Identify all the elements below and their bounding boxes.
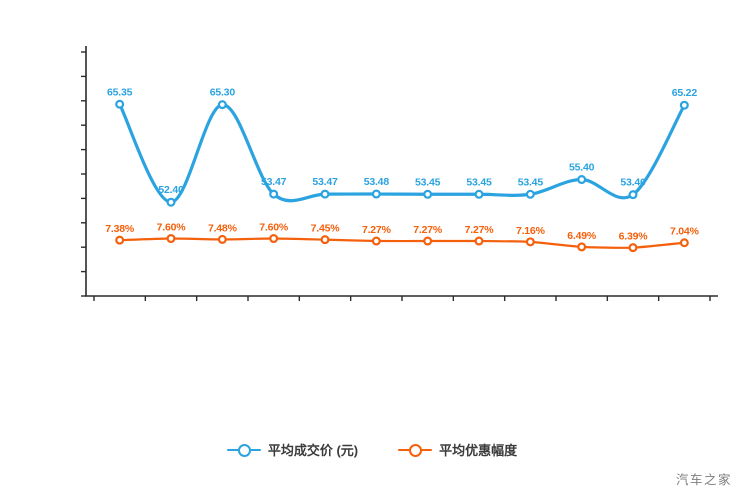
watermark-autohome: 汽车之家 (675, 473, 732, 487)
data-point-marker[interactable] (115, 99, 125, 109)
legend-dot-price (237, 443, 251, 457)
data-point-marker[interactable] (423, 236, 433, 246)
data-point-marker[interactable] (577, 175, 587, 185)
data-label: 7.27% (362, 224, 392, 236)
data-label: 52.40 (158, 184, 184, 196)
axis-lines (85, 46, 718, 297)
series-line-price (118, 102, 686, 204)
data-point-marker[interactable] (577, 242, 587, 252)
data-label: 53.47 (312, 176, 338, 188)
data-label: 7.27% (413, 224, 443, 236)
data-point-marker[interactable] (628, 190, 638, 200)
chart-series-layer (115, 99, 689, 253)
data-label: 7.38% (105, 223, 135, 235)
data-point-marker[interactable] (269, 189, 279, 199)
data-point-marker[interactable] (474, 236, 484, 246)
data-label: 55.40 (569, 162, 595, 174)
data-point-marker[interactable] (679, 238, 689, 248)
data-point-marker[interactable] (371, 189, 381, 199)
legend-marker-discount-icon (398, 443, 433, 457)
data-label: 65.35 (107, 86, 133, 98)
data-point-marker[interactable] (525, 237, 535, 247)
data-point-marker[interactable] (525, 189, 535, 199)
data-point-marker[interactable] (320, 189, 330, 199)
data-point-marker[interactable] (217, 100, 227, 110)
data-label: 53.47 (261, 176, 287, 188)
series-line-discount (118, 237, 686, 249)
data-point-marker[interactable] (679, 100, 689, 110)
chart-axes (81, 46, 718, 301)
chart-legend: 平均成交价 (元) 平均优惠幅度 (0, 440, 744, 459)
data-label: 53.48 (364, 176, 390, 188)
data-point-marker[interactable] (166, 197, 176, 207)
legend-item-price-series[interactable]: 平均成交价 (元) (226, 440, 359, 459)
legend-label-discount: 平均优惠幅度 (439, 443, 518, 458)
data-label: 7.04% (670, 226, 700, 238)
data-point-marker[interactable] (115, 235, 125, 245)
legend-label-price: 平均成交价 (元) (267, 443, 359, 458)
legend-dot-discount (409, 443, 423, 457)
data-label: 6.49% (567, 230, 597, 242)
data-label: 7.60% (259, 222, 289, 234)
data-point-marker[interactable] (166, 234, 176, 244)
chart-data-labels: 65.35 52.40 65.30 53.47 53.47 53.48 53.45 53.45… (105, 86, 700, 243)
data-label: 7.48% (208, 222, 238, 234)
data-label: 65.22 (672, 87, 698, 99)
legend-marker-price-icon (226, 443, 261, 457)
data-label: 53.45 (466, 176, 492, 188)
data-label: 53.45 (518, 176, 544, 188)
data-point-marker[interactable] (320, 235, 330, 245)
data-point-marker[interactable] (628, 243, 638, 253)
data-point-marker[interactable] (474, 189, 484, 199)
data-label: 7.27% (465, 224, 495, 236)
data-label: 53.45 (415, 176, 441, 188)
data-label: 7.45% (311, 223, 341, 235)
data-label: 53.40 (620, 177, 646, 189)
data-label: 7.60% (157, 222, 187, 234)
data-point-marker[interactable] (371, 236, 381, 246)
legend-item-discount-series[interactable]: 平均优惠幅度 (398, 440, 517, 459)
data-point-marker[interactable] (269, 234, 279, 244)
data-label: 7.16% (516, 225, 546, 237)
data-point-marker[interactable] (217, 234, 227, 244)
data-label: 6.39% (619, 231, 649, 243)
data-point-marker[interactable] (423, 189, 433, 199)
data-label: 65.30 (210, 87, 236, 99)
